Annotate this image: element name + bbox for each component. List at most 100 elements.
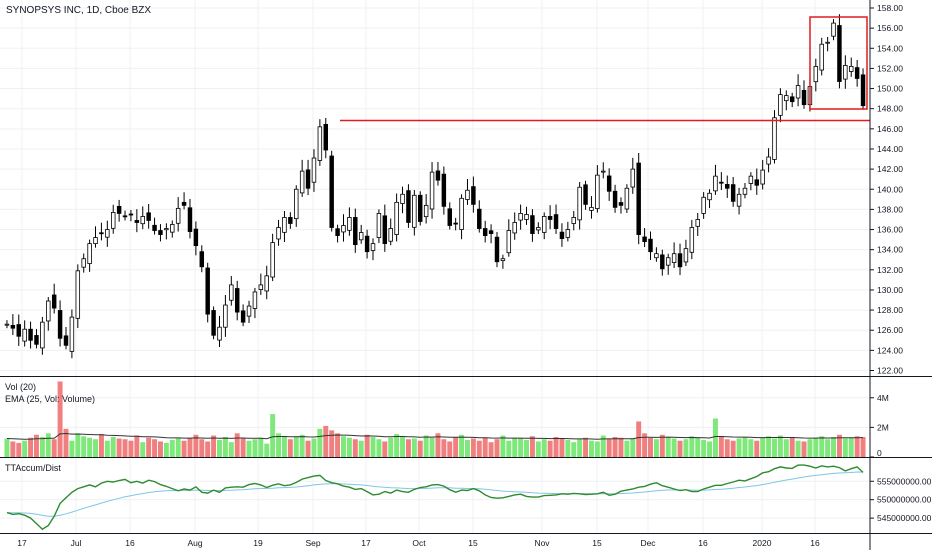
volume-bar — [22, 440, 28, 457]
volume-bar — [411, 438, 417, 457]
candle-body — [553, 214, 559, 229]
accum-line — [6, 464, 864, 531]
candle-body — [435, 170, 441, 181]
candle-body — [648, 238, 653, 253]
candle-body — [784, 95, 789, 102]
candle-body — [63, 335, 69, 346]
volume-bar — [860, 437, 866, 457]
volume-bar — [695, 437, 701, 457]
candle-body — [772, 117, 777, 160]
volume-bar — [140, 442, 146, 457]
candle-body — [854, 67, 860, 79]
volume-bar — [10, 441, 16, 457]
volume-bars — [4, 381, 866, 457]
volume-bar — [553, 437, 559, 457]
volume-bar — [777, 435, 783, 457]
candle-body — [99, 232, 104, 235]
volume-bar — [724, 439, 730, 457]
candle-body — [565, 229, 571, 238]
volume-bar — [4, 438, 10, 457]
date-tick-label: 15 — [468, 538, 478, 548]
candle-body — [358, 232, 364, 241]
volume-bar — [16, 442, 22, 457]
volume-bar — [831, 437, 837, 457]
price-tick-label: 136.00 — [877, 225, 903, 235]
volume-bar — [630, 438, 636, 457]
volume-bar — [565, 439, 571, 457]
volume-bar — [807, 439, 813, 457]
candle-body — [341, 225, 346, 233]
candle-body — [406, 190, 411, 223]
candle-body — [536, 227, 541, 231]
volume-bar — [394, 434, 400, 457]
candle-body — [601, 170, 606, 173]
volume-bar — [760, 437, 766, 457]
volume-bar — [718, 436, 724, 457]
candle-body — [122, 215, 128, 218]
candle-body — [730, 184, 736, 202]
volume-bar — [677, 440, 683, 457]
candle-body — [701, 196, 706, 214]
volume-bar — [441, 439, 447, 457]
candle-body — [158, 230, 163, 235]
candle-body — [789, 96, 795, 103]
candle-body — [146, 212, 151, 221]
volume-bar — [701, 439, 707, 457]
candle-body — [246, 305, 252, 317]
volume-bar — [163, 442, 169, 457]
volume-bar — [258, 437, 264, 457]
candle-body — [57, 310, 63, 339]
volume-bar — [205, 441, 211, 457]
date-tick-label: 17 — [17, 538, 27, 548]
volume-bar — [157, 441, 163, 457]
candle-body — [725, 184, 730, 189]
candle-body — [459, 197, 464, 230]
candle-body — [299, 170, 305, 194]
candle-body — [329, 155, 334, 228]
candle-body — [429, 171, 435, 210]
volume-bar — [146, 437, 152, 457]
candle-body — [229, 284, 234, 301]
volume-bar — [671, 438, 677, 457]
volume-bar — [529, 436, 535, 457]
price-tick-label: 156.00 — [877, 23, 903, 33]
volume-bar — [63, 428, 69, 457]
candle-body — [547, 216, 553, 220]
ema-pane-label: EMA (25, Vol: Volume) — [5, 394, 95, 404]
highlight-box — [809, 16, 868, 110]
accum-pane-label: TTAccum/Dist — [5, 463, 61, 473]
volume-bar — [470, 438, 476, 457]
volume-bar — [547, 440, 553, 457]
candle-body — [825, 41, 830, 44]
candle-body — [606, 175, 612, 192]
tick-labels: 158.00 156.00 154.00 152.00 150.00 148.00 146.… — [17, 3, 931, 548]
candle-body — [276, 227, 281, 240]
volume-bar — [252, 439, 258, 457]
candle-body — [234, 288, 240, 313]
volume-bar — [577, 439, 583, 457]
candle-body — [595, 174, 600, 209]
volume-bar — [376, 439, 382, 457]
candle-body — [571, 217, 576, 224]
date-tick-label: 17 — [361, 538, 371, 548]
candle-body — [140, 216, 145, 225]
price-tick-label: 148.00 — [877, 104, 903, 114]
price-tick-label: 134.00 — [877, 245, 903, 255]
candle-body — [654, 253, 659, 259]
candle-body — [589, 206, 594, 211]
candle-body — [164, 228, 169, 231]
volume-bar — [116, 438, 122, 457]
candle-body — [217, 326, 222, 341]
candle-body — [205, 267, 210, 315]
volume-bar — [423, 435, 429, 457]
candle-body — [819, 43, 824, 71]
volume-bar — [388, 437, 394, 457]
volume-bar — [476, 440, 482, 457]
candle-body — [778, 94, 783, 116]
candle-body — [583, 184, 588, 205]
volume-bar — [783, 439, 789, 457]
volume-bar — [187, 437, 193, 457]
volume-bar — [642, 433, 648, 457]
candle-body — [152, 224, 157, 231]
